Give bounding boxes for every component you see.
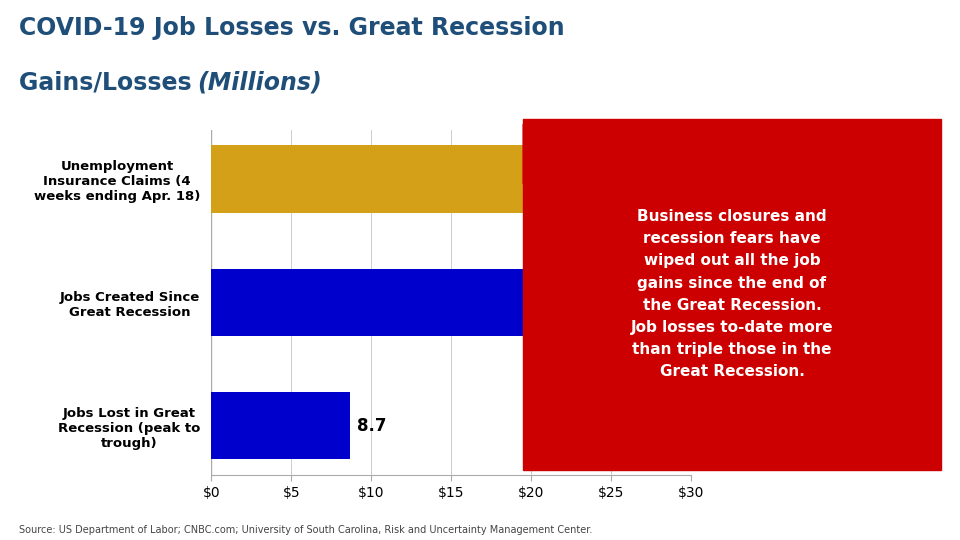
- Text: 8.7: 8.7: [357, 416, 386, 435]
- Text: 26.5: 26.5: [641, 170, 683, 188]
- Text: Source: US Department of Labor; CNBC.com; University of South Carolina, Risk and: Source: US Department of Labor; CNBC.com…: [19, 524, 592, 535]
- Text: Business closures and
recession fears have
wiped out all the job
gains since the: Business closures and recession fears ha…: [631, 209, 833, 380]
- Text: 24.4: 24.4: [608, 293, 649, 312]
- Bar: [211, 392, 350, 460]
- Text: COVID-19 Job Losses vs. Great Recession: COVID-19 Job Losses vs. Great Recession: [19, 16, 564, 40]
- Text: (Millions): (Millions): [197, 70, 322, 94]
- Text: Gains/Losses: Gains/Losses: [19, 70, 200, 94]
- Bar: [211, 145, 636, 213]
- Bar: [211, 268, 602, 336]
